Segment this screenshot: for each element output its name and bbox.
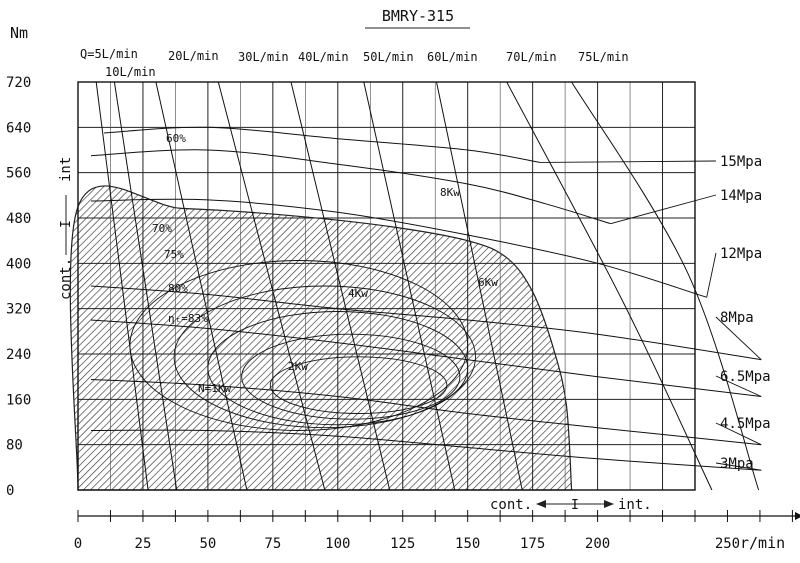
torque-separator: I: [59, 220, 74, 228]
pressure-lines: [90, 126, 762, 471]
pressure-line-label: 15Mpa: [720, 154, 762, 170]
efficiency-contour: [129, 260, 469, 431]
x-tick-label: 50: [199, 536, 216, 552]
efficiency-label: 70%: [152, 222, 172, 235]
power-label: 8Kw: [440, 186, 460, 199]
y-axis-label: Nm: [10, 24, 28, 42]
flow-lines: [95, 81, 760, 491]
pressure-line-label: 8Mpa: [720, 310, 754, 326]
pressure-line: [90, 285, 762, 361]
y-tick-label: 480: [6, 211, 31, 227]
pressure-line: [90, 379, 762, 446]
y-tick-label: 720: [6, 75, 31, 91]
x-tick-label: 100: [325, 536, 350, 552]
x-tick-label: 150: [455, 536, 480, 552]
x-axis-arrow: [795, 512, 800, 520]
flow-line-label: 30L/min: [238, 50, 289, 64]
pressure-leader-line: [540, 160, 717, 163]
grid: [77, 81, 800, 522]
tick-labels: 0 80 160 240 320 400 480 560 640 720 0 25 50 75 100 125…: [6, 75, 740, 552]
speed-separator: I: [571, 498, 579, 513]
flow-line: [363, 81, 456, 491]
x-tick-label: 75: [264, 536, 281, 552]
pressure-line-label: 14Mpa: [720, 188, 762, 204]
x-tick-label: 0: [74, 536, 82, 552]
flow-line: [113, 81, 178, 491]
x-tick-label: 25: [135, 536, 152, 552]
efficiency-label: 60%: [166, 132, 186, 145]
pressure-line: [90, 429, 762, 471]
flow-line-label: 40L/min: [298, 50, 349, 64]
power-label: N=1Kw: [198, 382, 231, 395]
pressure-line-label: 4.5Mpa: [720, 416, 771, 432]
torque-int-label: int: [58, 157, 74, 182]
pressure-line: [90, 319, 762, 397]
speed-int-label: int.: [618, 497, 652, 513]
efficiency-contour: [241, 333, 461, 420]
plot-frame: [77, 81, 696, 491]
flow-line: [95, 81, 149, 491]
y-tick-label: 320: [6, 302, 31, 318]
y-tick-label: 240: [6, 347, 31, 363]
efficiency-label: 75%: [164, 248, 184, 261]
pressure-leader-line: [610, 194, 717, 225]
pressure-line: [90, 149, 611, 225]
pressure-line-label: 12Mpa: [720, 246, 762, 262]
x-axis-label: r/min: [740, 534, 785, 552]
pressure-line-label: 6.5Mpa: [720, 369, 771, 385]
pressure-leader-line: [706, 252, 717, 298]
chart-title: BMRY-315: [382, 7, 454, 25]
flow-line: [217, 81, 326, 491]
speed-region-marker: cont. I int.: [490, 497, 652, 513]
flow-line-label: 10L/min: [105, 65, 156, 79]
power-label: 2Kw: [288, 360, 308, 373]
flow-line-label: 75L/min: [578, 50, 629, 64]
flow-line-label: 20L/min: [168, 49, 219, 63]
efficiency-curves: [129, 260, 476, 431]
speed-arrow-left: [536, 500, 546, 508]
pressure-leader-line: [715, 422, 762, 446]
flow-line: [155, 81, 248, 491]
efficiency-contour: [269, 356, 448, 414]
flow-line-label: 70L/min: [506, 50, 557, 64]
x-tick-label: 175: [520, 536, 545, 552]
torque-cont-label: cont.: [58, 258, 74, 300]
y-tick-label: 80: [6, 438, 23, 454]
y-tick-label: 640: [6, 120, 31, 136]
speed-arrow-right: [604, 500, 614, 508]
y-tick-label: 400: [6, 256, 31, 272]
y-tick-label: 0: [6, 483, 14, 499]
x-tick-label: 125: [390, 536, 415, 552]
pressure-leader-line: [715, 462, 762, 471]
flow-line: [506, 81, 713, 491]
pressure-leader-line: [715, 375, 762, 397]
efficiency-label: ηₜ=83%: [168, 312, 208, 325]
series-labels: Q=5L/min 10L/min 20L/min 30L/min 40L/min 50L/…: [80, 47, 771, 472]
x-tick-label: 200: [585, 536, 610, 552]
pressure-leader-line: [715, 316, 762, 360]
torque-region-marker: cont. I int: [58, 157, 74, 300]
power-label: 6Kw: [478, 276, 498, 289]
speed-cont-label: cont.: [490, 497, 532, 513]
flow-line: [571, 81, 760, 491]
x-tick-label: 250: [715, 536, 740, 552]
pressure-line: [90, 198, 707, 298]
y-tick-label: 560: [6, 166, 31, 182]
flow-line-label: 50L/min: [363, 50, 414, 64]
pressure-line: [103, 126, 541, 163]
power-label: 4Kw: [348, 287, 368, 300]
y-tick-label: 160: [6, 392, 31, 408]
flow-line-label: Q=5L/min: [80, 47, 138, 61]
flow-line-label: 60L/min: [427, 50, 478, 64]
efficiency-contour: [207, 311, 469, 426]
efficiency-label: 80%: [168, 282, 188, 295]
efficiency-contour: [173, 285, 476, 429]
